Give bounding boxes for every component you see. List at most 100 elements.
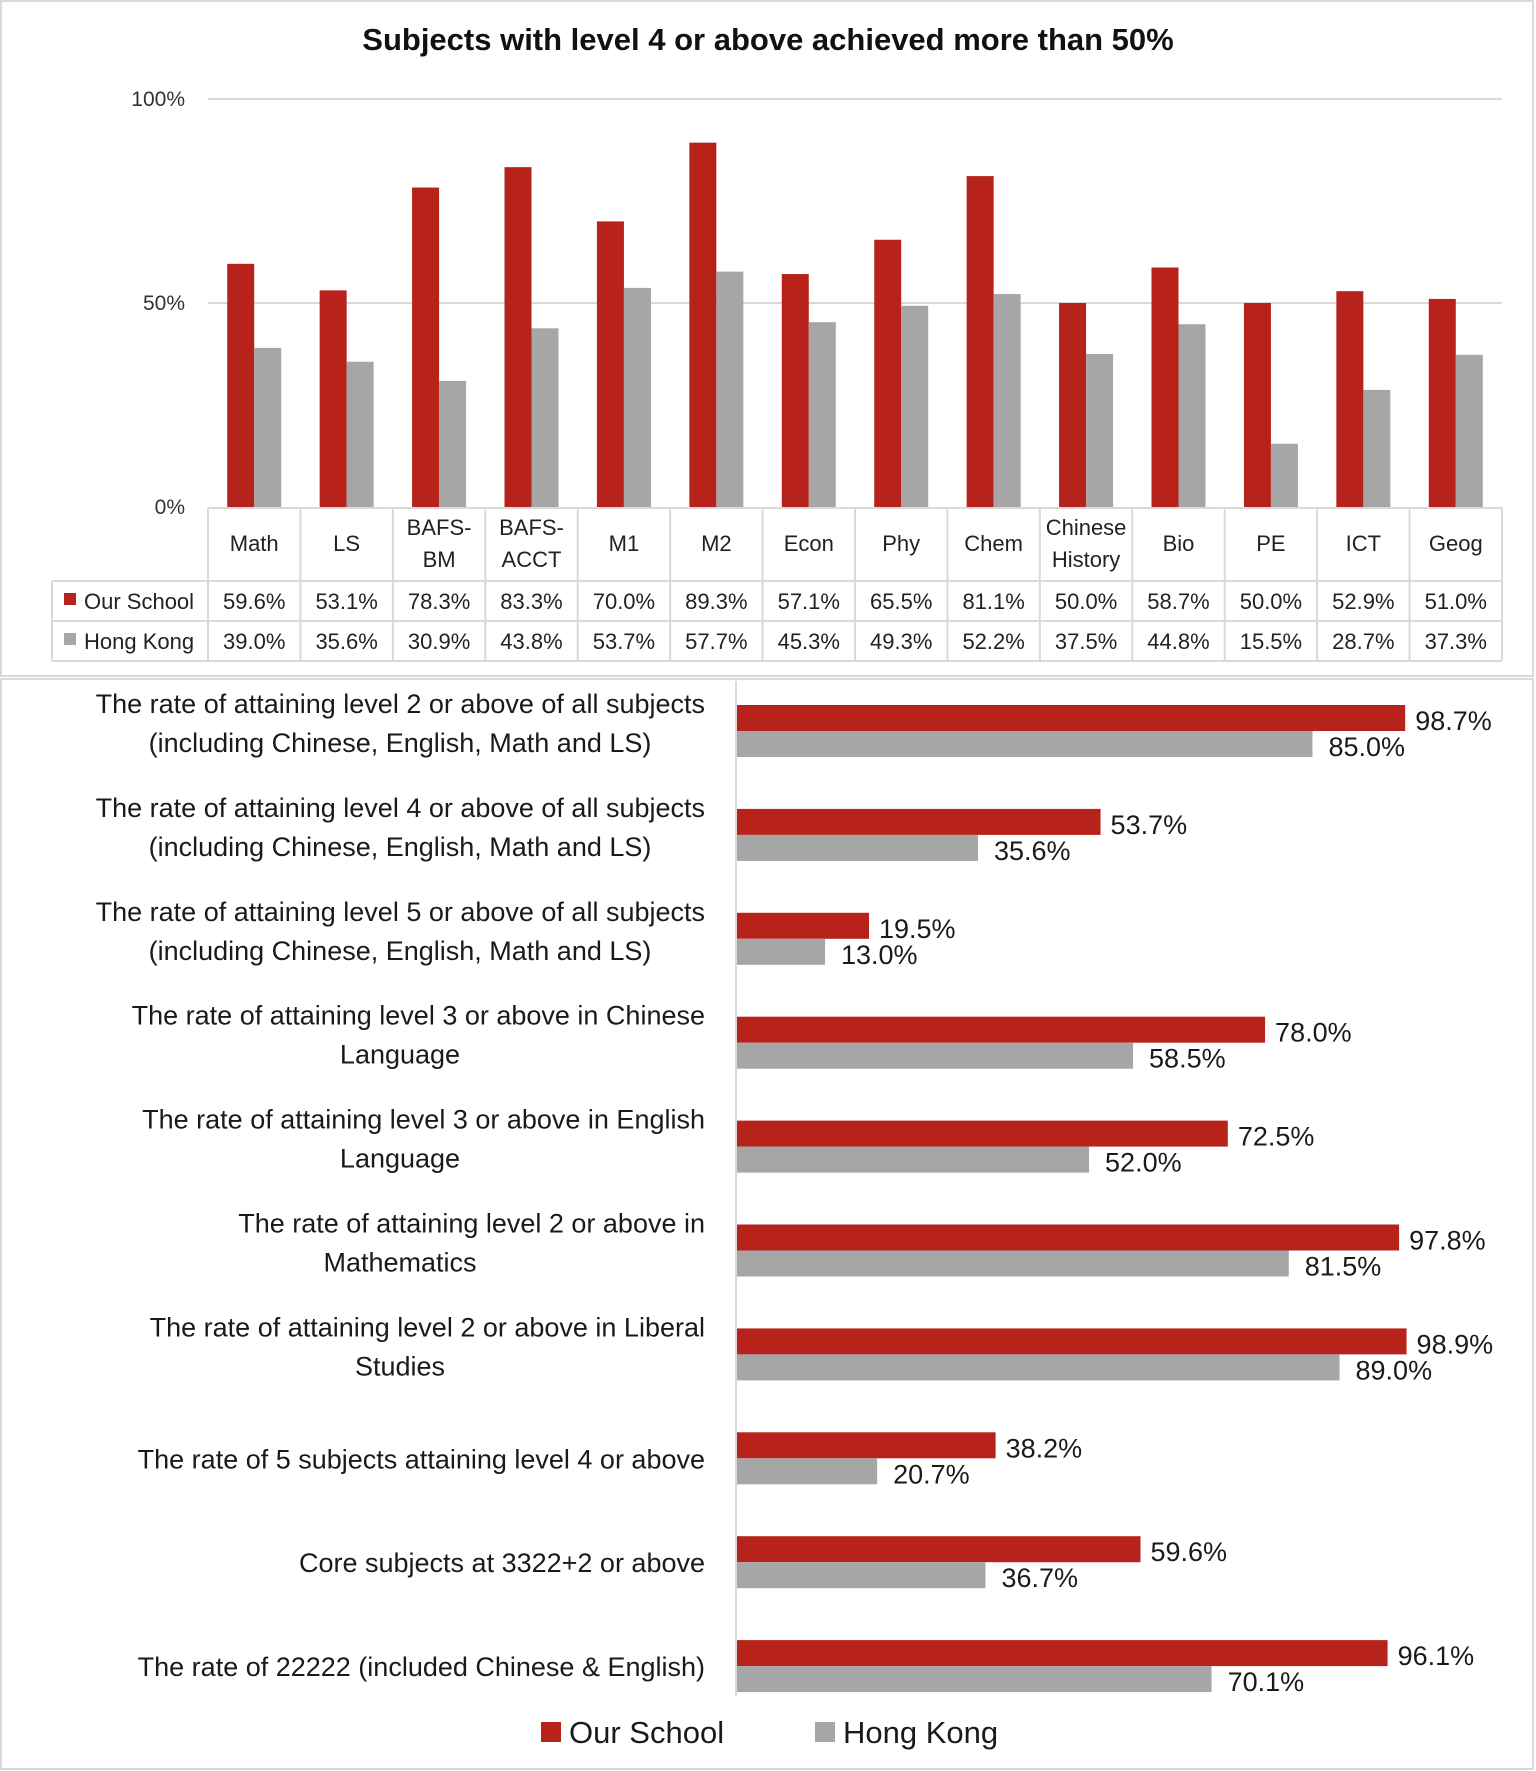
bar-hong-kong-category-9 — [737, 1562, 986, 1589]
table-cell-our-school-bafs-acct: 83.3% — [500, 589, 562, 614]
bar-hong-kong-chem — [993, 294, 1021, 507]
category-label-ls: LS — [333, 531, 360, 556]
category-label-econ: Econ — [784, 531, 834, 556]
bar-our-school-category-9 — [737, 1536, 1141, 1563]
table-cell-our-school-math: 59.6% — [223, 589, 285, 614]
bar-our-school-category-8 — [737, 1432, 996, 1459]
category-label-5: The rate of attaining level 3 or above i… — [142, 1105, 705, 1135]
data-label-our-school-category-3: 19.5% — [879, 914, 956, 944]
bar-hong-kong-geog — [1455, 354, 1483, 507]
table-cell-our-school-bio: 58.7% — [1147, 589, 1209, 614]
bar-hong-kong-category-2 — [737, 834, 979, 861]
bar-hong-kong-bafs-bm — [439, 380, 467, 507]
category-label-bio: Bio — [1163, 531, 1195, 556]
y-tick-label: 50% — [143, 292, 185, 315]
table-row-header-hong-kong: Hong Kong — [84, 629, 194, 654]
category-label-2: The rate of attaining level 4 or above o… — [96, 793, 705, 823]
legend-label-our-school: Our School — [569, 1715, 724, 1750]
table-cell-hong-kong-m2: 57.7% — [685, 629, 747, 654]
table-cell-our-school-pe: 50.0% — [1240, 589, 1302, 614]
category-label-6: Mathematics — [323, 1248, 476, 1278]
bar-our-school-bafs-bm — [412, 187, 440, 507]
bar-our-school-bafs-acct — [504, 167, 532, 508]
category-label-m2: M2 — [701, 531, 732, 556]
data-label-our-school-category-4: 78.0% — [1275, 1018, 1352, 1048]
category-label-3: (including Chinese, English, Math and LS… — [149, 936, 652, 966]
bar-hong-kong-category-5 — [737, 1146, 1090, 1173]
table-row-header-our-school: Our School — [84, 589, 194, 614]
table-cell-hong-kong-bio: 44.8% — [1147, 629, 1209, 654]
bar-our-school-phy — [874, 239, 902, 507]
table-legend-key-our-school — [64, 593, 76, 605]
category-label-8: The rate of 5 subjects attaining level 4… — [138, 1444, 705, 1474]
category-label-10: The rate of 22222 (included Chinese & En… — [138, 1652, 705, 1682]
legend-label-hong-kong: Hong Kong — [843, 1715, 998, 1750]
bar-our-school-bio — [1151, 267, 1179, 507]
bar-our-school-chem — [966, 176, 994, 507]
table-cell-our-school-geog: 51.0% — [1425, 589, 1487, 614]
bar-our-school-m1 — [596, 221, 624, 507]
data-label-our-school-category-2: 53.7% — [1111, 810, 1188, 840]
table-cell-our-school-m2: 89.3% — [685, 589, 747, 614]
data-label-our-school-category-5: 72.5% — [1238, 1122, 1315, 1152]
category-label-pe: PE — [1256, 531, 1285, 556]
category-label-5: Language — [340, 1144, 460, 1174]
category-label-ict: ICT — [1346, 531, 1381, 556]
bar-our-school-category-3 — [737, 912, 870, 939]
column-chart: Subjects with level 4 or above achieved … — [51, 22, 1503, 662]
bar-our-school-ls — [319, 290, 347, 507]
y-tick-label: 0% — [155, 496, 185, 519]
data-table: Math 59.6% 39.0% LS 53.1% 35.6% BAFS- BM 78.3% 30… — [51, 507, 1503, 662]
legend: Our School Hong Kong — [541, 1715, 998, 1750]
category-label-2: (including Chinese, English, Math and LS… — [149, 832, 652, 862]
category-label-4: The rate of attaining level 3 or above i… — [132, 1001, 705, 1031]
chart-title: Subjects with level 4 or above achieved … — [362, 22, 1173, 57]
bar-hong-kong-category-7 — [737, 1354, 1340, 1381]
table-cell-hong-kong-chem: 52.2% — [962, 629, 1024, 654]
data-label-hong-kong-category-6: 81.5% — [1305, 1252, 1382, 1282]
bar-our-school-category-4 — [737, 1016, 1266, 1043]
category-label-4: Language — [340, 1040, 460, 1070]
bar-hong-kong-phy — [901, 305, 929, 507]
bar-hong-kong-chinese-history — [1086, 354, 1114, 507]
table-cell-our-school-ict: 52.9% — [1332, 589, 1394, 614]
data-label-hong-kong-category-2: 35.6% — [994, 836, 1071, 866]
data-label-hong-kong-category-3: 13.0% — [841, 940, 918, 970]
data-label-our-school-category-6: 97.8% — [1409, 1226, 1486, 1256]
bar-our-school-category-7 — [737, 1328, 1407, 1355]
category-label-m1: M1 — [609, 531, 640, 556]
category-label-chem: Chem — [964, 531, 1023, 556]
bar-hong-kong-category-1 — [737, 731, 1313, 757]
category-label-6: The rate of attaining level 2 or above i… — [238, 1209, 705, 1239]
data-label-hong-kong-category-4: 58.5% — [1149, 1044, 1226, 1074]
table-cell-hong-kong-math: 39.0% — [223, 629, 285, 654]
top-chart-frame — [0, 0, 1534, 677]
table-cell-hong-kong-ls: 35.6% — [315, 629, 377, 654]
bar-hong-kong-category-8 — [737, 1458, 878, 1485]
data-label-our-school-category-7: 98.9% — [1417, 1329, 1494, 1359]
legend-swatch-hong-kong — [815, 1722, 835, 1742]
data-label-our-school-category-10: 96.1% — [1398, 1641, 1475, 1671]
table-cell-hong-kong-ict: 28.7% — [1332, 629, 1394, 654]
bar-our-school-math — [227, 263, 255, 507]
table-cell-hong-kong-pe: 15.5% — [1240, 629, 1302, 654]
data-label-hong-kong-category-1: 85.0% — [1328, 732, 1405, 762]
data-label-hong-kong-category-9: 36.7% — [1001, 1563, 1078, 1593]
bar-hong-kong-category-3 — [737, 938, 826, 965]
bar-our-school-category-2 — [737, 808, 1101, 835]
bar-our-school-category-5 — [737, 1120, 1228, 1147]
table-cell-our-school-chem: 81.1% — [962, 589, 1024, 614]
category-label-math: Math — [230, 531, 279, 556]
category-label-1: (including Chinese, English, Math and LS… — [149, 728, 652, 758]
category-label-7: The rate of attaining level 2 or above i… — [150, 1312, 705, 1342]
data-label-hong-kong-category-10: 70.1% — [1228, 1667, 1305, 1697]
bar-hong-kong-m1 — [623, 287, 651, 507]
category-label-bafs-acct: ACCT — [502, 547, 562, 572]
category-label-phy: Phy — [882, 531, 920, 556]
bar-our-school-category-6 — [737, 1224, 1400, 1251]
data-label-our-school-category-1: 98.7% — [1415, 706, 1492, 736]
bottom-chart-frame — [0, 678, 1534, 1770]
data-label-hong-kong-category-8: 20.7% — [893, 1459, 970, 1489]
bar-hong-kong-m2 — [716, 271, 744, 507]
